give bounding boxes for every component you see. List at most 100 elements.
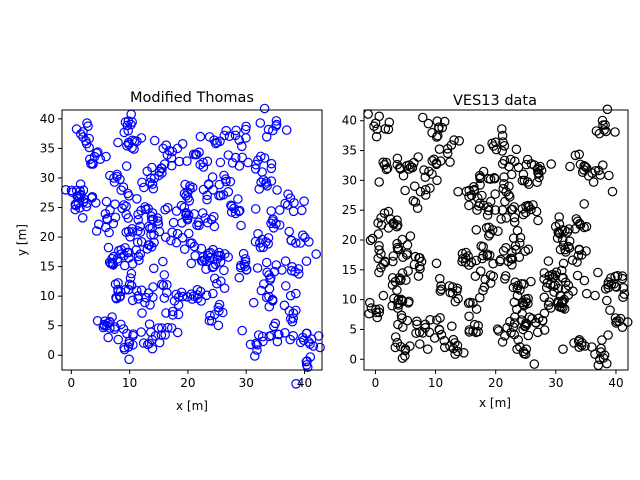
data-point [224, 131, 235, 141]
data-point [204, 315, 215, 326]
data-point [533, 215, 543, 226]
data-point [92, 315, 103, 326]
data-point [388, 251, 399, 261]
data-point [158, 143, 168, 154]
data-point [570, 224, 581, 234]
data-point [271, 116, 282, 126]
data-point [392, 242, 403, 253]
data-point [282, 200, 293, 210]
data-point [223, 252, 233, 262]
data-point [417, 328, 428, 338]
data-point [255, 118, 266, 128]
data-point [392, 153, 403, 164]
data-point [506, 169, 517, 180]
data-point [221, 125, 231, 136]
data-point [553, 283, 564, 294]
data-point [203, 180, 214, 190]
data-point [256, 285, 267, 296]
data-point [576, 340, 587, 351]
data-point [572, 257, 582, 267]
data-point [116, 245, 126, 255]
data-point [453, 186, 463, 197]
data-point [197, 208, 208, 218]
data-point [523, 330, 534, 341]
data-point [473, 201, 484, 211]
data-point [147, 214, 157, 225]
data-point [425, 314, 435, 325]
data-point [248, 297, 259, 308]
data-point [460, 257, 471, 267]
data-point [383, 124, 394, 135]
data-point [422, 344, 433, 354]
data-point [168, 217, 179, 228]
data-point [91, 198, 101, 208]
data-point [258, 175, 269, 185]
data-point [419, 165, 429, 175]
x-tick-label: 10 [122, 376, 137, 390]
data-point [578, 165, 589, 175]
data-point [594, 354, 605, 365]
y-tick-label: 0 [349, 352, 357, 366]
data-point [464, 200, 474, 211]
data-point [146, 242, 157, 252]
data-point [100, 316, 110, 326]
data-point [574, 244, 584, 255]
data-point [550, 270, 561, 281]
data-point [495, 254, 506, 265]
data-point [168, 310, 178, 320]
data-point [509, 318, 520, 328]
data-point [593, 165, 604, 176]
data-point [209, 273, 220, 284]
data-point [449, 135, 459, 145]
data-point [454, 136, 464, 146]
data-point [119, 127, 129, 138]
data-point [501, 243, 511, 253]
y-tick-label: 35 [342, 144, 357, 158]
data-point [206, 214, 217, 225]
data-point [269, 266, 280, 277]
data-point [571, 214, 582, 224]
x-tick-label: 20 [180, 376, 195, 390]
data-point [471, 255, 482, 266]
data-point [171, 289, 181, 300]
data-point [420, 184, 431, 195]
data-point [593, 267, 603, 278]
data-point [221, 176, 231, 187]
data-point [558, 344, 568, 354]
data-point [564, 236, 575, 246]
data-point [250, 204, 261, 214]
data-point [529, 359, 540, 369]
data-point [499, 273, 510, 284]
data-point [488, 141, 499, 151]
data-point [393, 244, 404, 254]
data-point [287, 316, 298, 327]
data-point [497, 337, 508, 347]
data-point [267, 295, 278, 306]
data-point [499, 141, 510, 151]
data-point [526, 276, 536, 287]
data-point [212, 278, 222, 289]
left-scatter-panel: Modified Thomas x [m] y [m] 0 10 20 30 40 0 5 1… [15, 90, 325, 413]
data-point [179, 188, 190, 199]
y-tick-label: 10 [40, 289, 55, 303]
data-point [182, 156, 192, 166]
data-point [522, 177, 533, 187]
data-point [512, 225, 523, 236]
data-point [572, 270, 583, 281]
y-tick-label: 40 [342, 114, 357, 128]
scatter-points-right [363, 104, 633, 371]
data-point [250, 351, 260, 361]
data-point [392, 337, 403, 348]
data-point [84, 142, 94, 153]
data-point [414, 339, 425, 349]
data-point [393, 319, 403, 330]
data-point [472, 205, 482, 215]
data-point [610, 127, 620, 137]
data-point [483, 202, 493, 212]
data-point [545, 303, 556, 313]
data-point [464, 191, 474, 202]
data-point [509, 217, 520, 227]
data-point [124, 354, 134, 365]
data-point [531, 318, 541, 328]
data-point [272, 336, 283, 347]
